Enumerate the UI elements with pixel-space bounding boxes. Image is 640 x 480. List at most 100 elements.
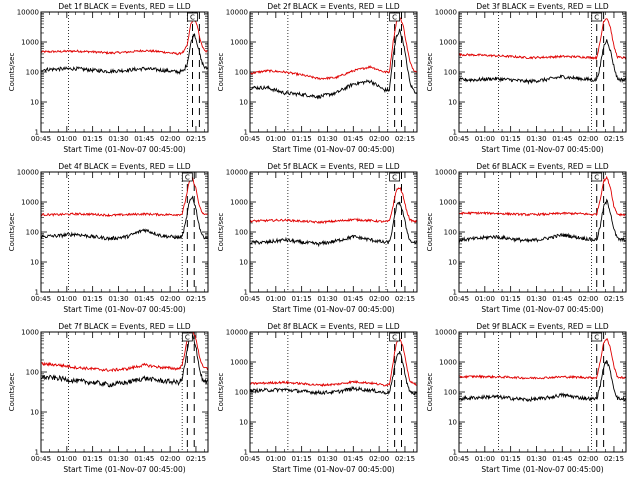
y-tick-label: 10000 <box>435 329 457 337</box>
x-tick-label: 01:00 <box>475 455 495 463</box>
x-tick-label: 02:00 <box>578 295 598 303</box>
x-tick-label: 02:15 <box>186 295 206 303</box>
plot-frame <box>249 171 418 293</box>
y-tick-label: 1 <box>453 129 457 137</box>
x-tick-label: 02:15 <box>604 455 624 463</box>
x-tick-label: 01:30 <box>526 455 546 463</box>
y-axis-label: Counts/sec <box>217 213 225 252</box>
region-label-box <box>591 12 603 22</box>
x-tick-label: 02:00 <box>160 295 180 303</box>
y-axis-label: Counts/sec <box>426 373 434 412</box>
chart-title: Det 7f BLACK = Events, RED = LLD <box>58 322 191 331</box>
y-tick-label: 10 <box>448 99 457 107</box>
chart-panel-7: Det 7f BLACK = Events, RED = LLD Counts/s… <box>8 322 209 474</box>
x-tick-label: 00:45 <box>449 295 469 303</box>
y-tick-label: 10 <box>239 259 248 267</box>
y-tick-label: 1 <box>244 129 248 137</box>
x-tick-label: 01:00 <box>266 455 286 463</box>
x-tick-label: 01:15 <box>292 455 312 463</box>
region-label: C <box>392 334 397 342</box>
x-tick-label: 00:45 <box>449 135 469 143</box>
y-tick-label: 10000 <box>435 169 457 177</box>
x-tick-label: 01:30 <box>526 295 546 303</box>
y-tick-label: 1 <box>244 289 248 297</box>
y-tick-label: 10 <box>30 259 39 267</box>
lld-series-line <box>40 17 209 56</box>
x-tick-label: 01:30 <box>317 295 337 303</box>
events-series-line <box>458 360 627 402</box>
y-tick-label: 10000 <box>17 9 39 17</box>
chart-panel-6: Det 6f BLACK = Events, RED = LLD Counts/s… <box>426 162 627 314</box>
x-axis-label: Start Time (01-Nov-07 00:45:00) <box>481 145 603 154</box>
lld-series-line <box>458 338 627 380</box>
events-series-line <box>458 39 627 85</box>
chart-panel-1: Det 1f BLACK = Events, RED = LLD Counts/s… <box>8 2 209 154</box>
chart-title: Det 5f BLACK = Events, RED = LLD <box>267 162 400 171</box>
x-tick-label: 01:00 <box>57 455 77 463</box>
region-label: C <box>594 334 599 342</box>
x-tick-label: 01:45 <box>552 295 572 303</box>
y-tick-label: 10 <box>239 419 248 427</box>
x-tick-label: 01:00 <box>57 135 77 143</box>
x-tick-label: 00:45 <box>449 455 469 463</box>
region-label-box <box>389 332 401 342</box>
y-tick-label: 100 <box>26 229 39 237</box>
x-tick-label: 01:00 <box>266 135 286 143</box>
y-tick-label: 10 <box>448 259 457 267</box>
x-axis-label: Start Time (01-Nov-07 00:45:00) <box>481 465 603 474</box>
x-axis-label: Start Time (01-Nov-07 00:45:00) <box>272 465 394 474</box>
x-tick-label: 01:45 <box>134 135 154 143</box>
y-axis-label: Counts/sec <box>8 373 16 412</box>
events-series-line <box>40 333 209 388</box>
chart-title: Det 8f BLACK = Events, RED = LLD <box>267 322 400 331</box>
lld-series-line <box>458 175 627 217</box>
y-tick-label: 100 <box>235 69 248 77</box>
y-tick-label: 1000 <box>230 359 248 367</box>
y-tick-label: 1000 <box>21 39 39 47</box>
y-tick-label: 10 <box>448 419 457 427</box>
events-series-line <box>458 198 627 244</box>
plot-frame <box>40 331 209 453</box>
y-axis-label: Counts/sec <box>8 53 16 92</box>
region-label: C <box>190 14 195 22</box>
events-series-line <box>40 33 209 75</box>
region-label-box <box>187 12 198 22</box>
x-tick-label: 02:15 <box>186 135 206 143</box>
region-label-box <box>591 332 603 342</box>
y-tick-label: 1000 <box>439 39 457 47</box>
y-tick-label: 100 <box>26 69 39 77</box>
chart-title: Det 4f BLACK = Events, RED = LLD <box>58 162 191 171</box>
x-tick-label: 02:00 <box>369 295 389 303</box>
chart-panel-5: Det 5f BLACK = Events, RED = LLD Counts/s… <box>217 162 418 314</box>
x-tick-label: 01:45 <box>343 295 363 303</box>
chart-title: Det 2f BLACK = Events, RED = LLD <box>267 2 400 11</box>
y-tick-label: 100 <box>235 229 248 237</box>
region-label: C <box>185 334 190 342</box>
y-tick-label: 1 <box>35 449 39 457</box>
events-series-line <box>40 195 209 242</box>
x-tick-label: 01:15 <box>501 455 521 463</box>
plot-frame <box>458 171 627 293</box>
chart-title: Det 6f BLACK = Events, RED = LLD <box>476 162 609 171</box>
events-series-line <box>249 351 418 396</box>
y-axis-label: Counts/sec <box>426 213 434 252</box>
x-axis-label: Start Time (01-Nov-07 00:45:00) <box>63 305 185 314</box>
x-tick-label: 02:00 <box>578 135 598 143</box>
x-tick-label: 00:45 <box>31 455 51 463</box>
y-tick-label: 10000 <box>226 169 248 177</box>
events-series-line <box>249 28 418 100</box>
x-tick-label: 02:00 <box>160 455 180 463</box>
x-tick-label: 01:15 <box>501 295 521 303</box>
chart-title: Det 9f BLACK = Events, RED = LLD <box>476 322 609 331</box>
lld-series-line <box>458 18 627 61</box>
x-tick-label: 01:15 <box>501 135 521 143</box>
x-tick-label: 00:45 <box>240 135 260 143</box>
plot-frame <box>458 11 627 133</box>
chart-panel-3: Det 3f BLACK = Events, RED = LLD Counts/s… <box>426 2 627 154</box>
y-tick-label: 1 <box>453 449 457 457</box>
plot-frame <box>458 331 627 453</box>
x-tick-label: 01:30 <box>108 455 128 463</box>
x-tick-label: 01:15 <box>292 135 312 143</box>
y-tick-label: 100 <box>444 229 457 237</box>
